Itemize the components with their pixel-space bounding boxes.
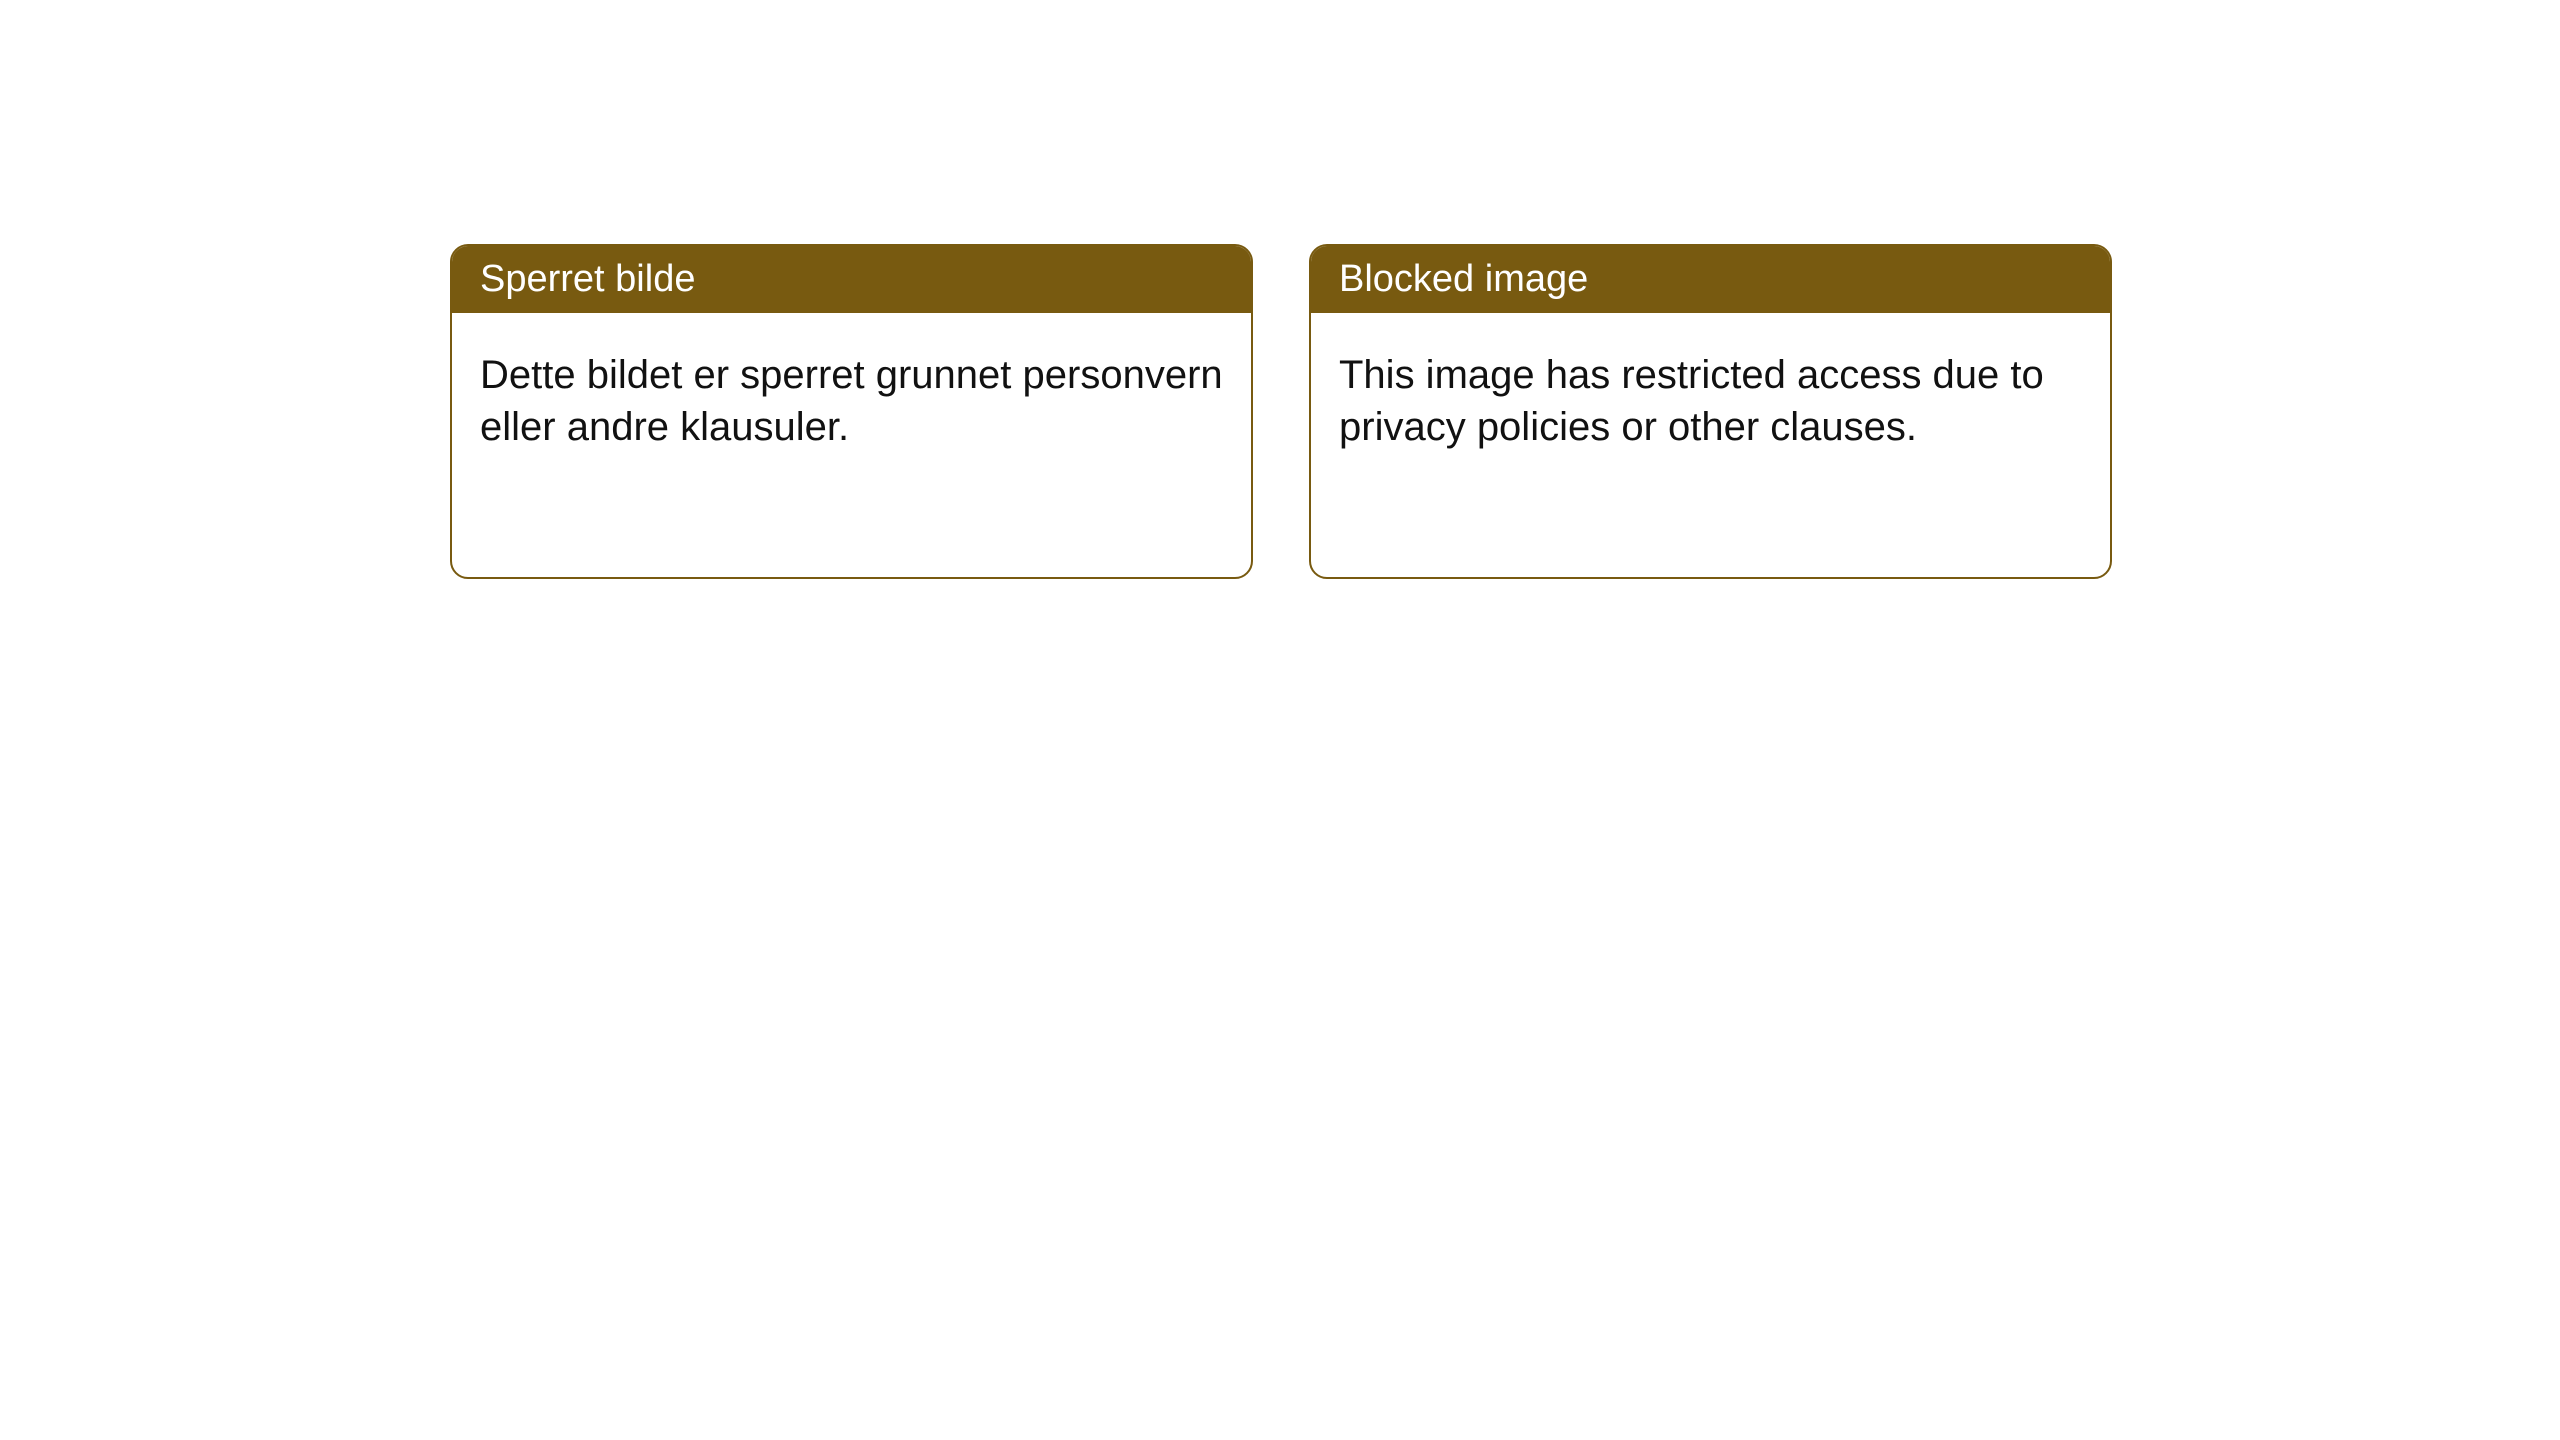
notice-body-norwegian: Dette bildet er sperret grunnet personve…	[452, 313, 1251, 489]
notice-header-english: Blocked image	[1311, 246, 2110, 313]
notice-container: Sperret bilde Dette bildet er sperret gr…	[450, 244, 2112, 579]
notice-card-english: Blocked image This image has restricted …	[1309, 244, 2112, 579]
notice-header-norwegian: Sperret bilde	[452, 246, 1251, 313]
notice-body-english: This image has restricted access due to …	[1311, 313, 2110, 489]
notice-card-norwegian: Sperret bilde Dette bildet er sperret gr…	[450, 244, 1253, 579]
